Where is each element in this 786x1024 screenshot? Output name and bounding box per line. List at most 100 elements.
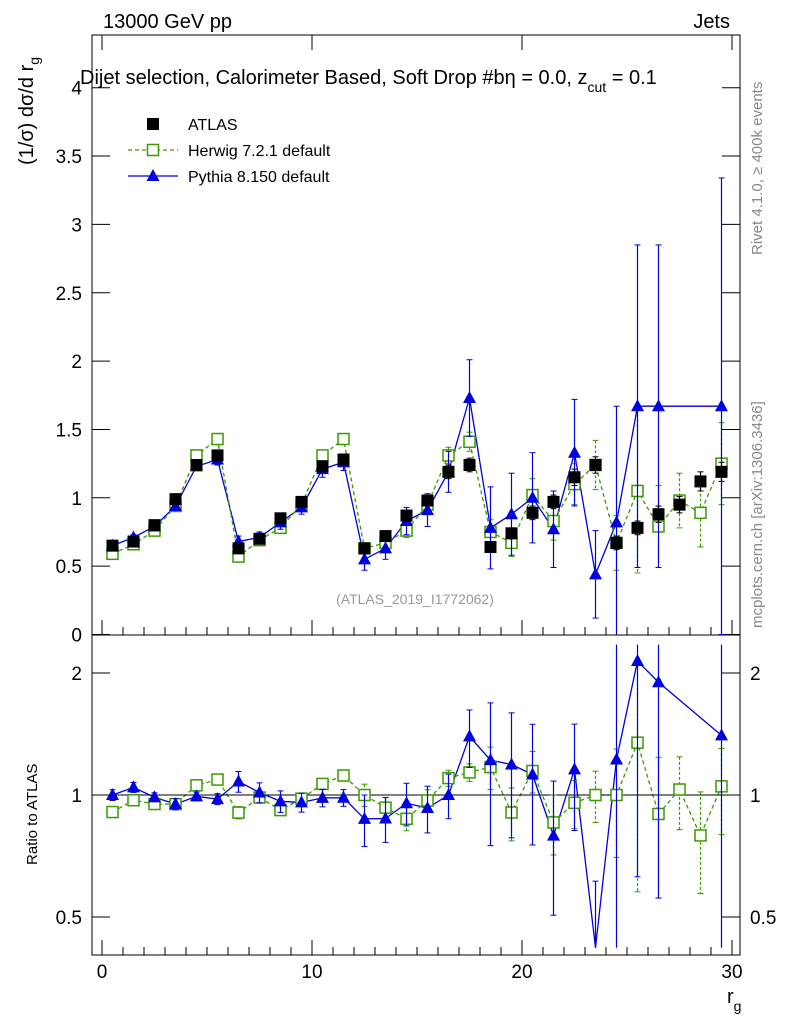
- atlas-point: [211, 449, 224, 462]
- atlas-point: [337, 453, 350, 466]
- y-axis-label: (1/σ) dσ/d rg: [16, 57, 42, 165]
- pythia-point: [568, 445, 581, 458]
- atlas-point: [253, 532, 266, 545]
- herwig-ratio-point: [127, 794, 140, 807]
- atlas-point: [316, 460, 329, 473]
- atlas-point: [442, 465, 455, 478]
- atlas-point: [673, 498, 686, 511]
- herwig-point: [316, 449, 329, 462]
- legend: ATLAS Herwig 7.2.1 default Pythia 8.150 de…: [128, 117, 331, 186]
- ratio-y-tick-label: 1: [750, 786, 761, 807]
- pythia-ratio-point: [337, 790, 350, 803]
- atlas-point: [274, 512, 287, 525]
- legend-pythia-label: Pythia 8.150 default: [188, 169, 330, 186]
- pythia-ratio-point: [127, 780, 140, 793]
- pythia-point: [631, 399, 644, 412]
- atlas-point: [358, 542, 371, 555]
- pythia-ratio-point: [358, 811, 371, 824]
- pythia-ratio-line: [112, 659, 722, 948]
- pythia-ratio-point: [484, 753, 497, 766]
- y-tick-label: 4: [71, 79, 82, 100]
- side-label-bottom: mcplots.cern.ch [arXiv:1306.3436]: [749, 401, 766, 628]
- y-tick-label: 1: [71, 489, 82, 510]
- pythia-point: [589, 567, 602, 580]
- pythia-ratio-point: [715, 728, 728, 741]
- pythia-point: [715, 399, 728, 412]
- pythia-ratio-point: [610, 752, 623, 765]
- ratio-y-tick-label: 2: [71, 664, 82, 685]
- pythia-point: [358, 552, 371, 565]
- header-right: Jets: [693, 11, 730, 33]
- legend-herwig-label: Herwig 7.2.1 default: [188, 143, 331, 160]
- y-tick-label: 0.5: [56, 557, 82, 578]
- atlas-point: [631, 521, 644, 534]
- pythia-ratio-point: [295, 795, 308, 808]
- ratio-y-tick-label: 1: [71, 786, 82, 807]
- header-left: 13000 GeV pp: [103, 11, 232, 33]
- herwig-point: [337, 432, 350, 446]
- pythia-ratio-point: [211, 792, 224, 805]
- y-tick-label: 3.5: [56, 147, 82, 168]
- ratio-y-tick-label: 0.5: [56, 908, 82, 929]
- herwig-point: [463, 435, 476, 449]
- pythia-point: [421, 503, 434, 516]
- side-label-top: Rivet 4.1.0, ≥ 400k events: [749, 82, 766, 255]
- x-axis-label: rg: [727, 986, 741, 1014]
- y-tick-label: 0: [71, 626, 82, 647]
- x-tick-label: 30: [721, 962, 742, 983]
- ratio-y-tick-label: 2: [750, 664, 761, 685]
- atlas-point: [652, 508, 665, 521]
- x-tick-label: 20: [511, 962, 532, 983]
- pythia-ratio-point: [253, 785, 266, 798]
- pythia-point: [463, 391, 476, 404]
- atlas-point: [484, 541, 497, 554]
- pythia-ratio-point: [442, 788, 455, 800]
- pythia-point: [652, 399, 665, 412]
- pythia-ratio-point: [568, 762, 581, 775]
- atlas-point: [400, 509, 413, 522]
- herwig-ratio-point: [589, 788, 602, 802]
- legend-pythia-marker: [146, 169, 160, 181]
- pythia-ratio-point: [526, 767, 539, 780]
- atlas-point: [547, 495, 560, 508]
- herwig-ratio-point: [694, 829, 707, 842]
- y-tick-label: 2: [71, 352, 82, 373]
- pythia-ratio-point: [547, 828, 560, 841]
- pythia-ratio-point: [190, 789, 203, 802]
- y-tick-label: 2.5: [56, 284, 82, 305]
- herwig-ratio-point: [463, 766, 476, 779]
- atlas-point: [589, 458, 602, 471]
- ratio-y-tick-label: 0.5: [750, 908, 776, 929]
- herwig-ratio-point: [316, 777, 329, 791]
- herwig-point: [211, 432, 224, 446]
- atlas-point: [379, 530, 392, 543]
- pythia-point: [610, 515, 623, 528]
- atlas-point: [526, 506, 539, 519]
- pythia-ratio-point: [421, 801, 434, 814]
- herwig-ratio-point: [232, 806, 245, 819]
- atlas-point: [232, 542, 245, 555]
- pythia-ratio-point: [631, 654, 644, 667]
- watermark: (ATLAS_2019_I1772062): [336, 591, 494, 607]
- atlas-point: [715, 465, 728, 478]
- atlas-point: [568, 471, 581, 484]
- pythia-ratio-point: [106, 788, 119, 800]
- atlas-point: [463, 458, 476, 471]
- atlas-point: [148, 519, 161, 532]
- pythia-ratio-point: [232, 774, 245, 787]
- pythia-ratio-point: [400, 796, 413, 809]
- legend-herwig-marker: [146, 143, 160, 157]
- pythia-ratio-point: [169, 797, 182, 810]
- herwig-point: [694, 506, 707, 520]
- legend-atlas-label: ATLAS: [188, 117, 238, 134]
- atlas-point: [295, 495, 308, 508]
- herwig-ratio-point: [337, 769, 350, 782]
- atlas-point: [127, 535, 140, 548]
- herwig-line: [112, 437, 723, 558]
- pythia-ratio-point: [316, 790, 329, 803]
- herwig-ratio-point: [190, 779, 203, 792]
- pythia-point: [379, 541, 392, 554]
- herwig-ratio-point: [211, 773, 224, 786]
- herwig-ratio-point: [673, 783, 686, 796]
